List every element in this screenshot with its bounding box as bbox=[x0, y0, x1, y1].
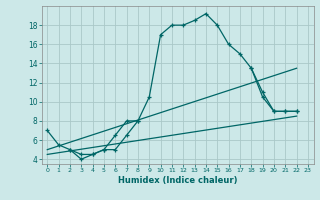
X-axis label: Humidex (Indice chaleur): Humidex (Indice chaleur) bbox=[118, 176, 237, 185]
